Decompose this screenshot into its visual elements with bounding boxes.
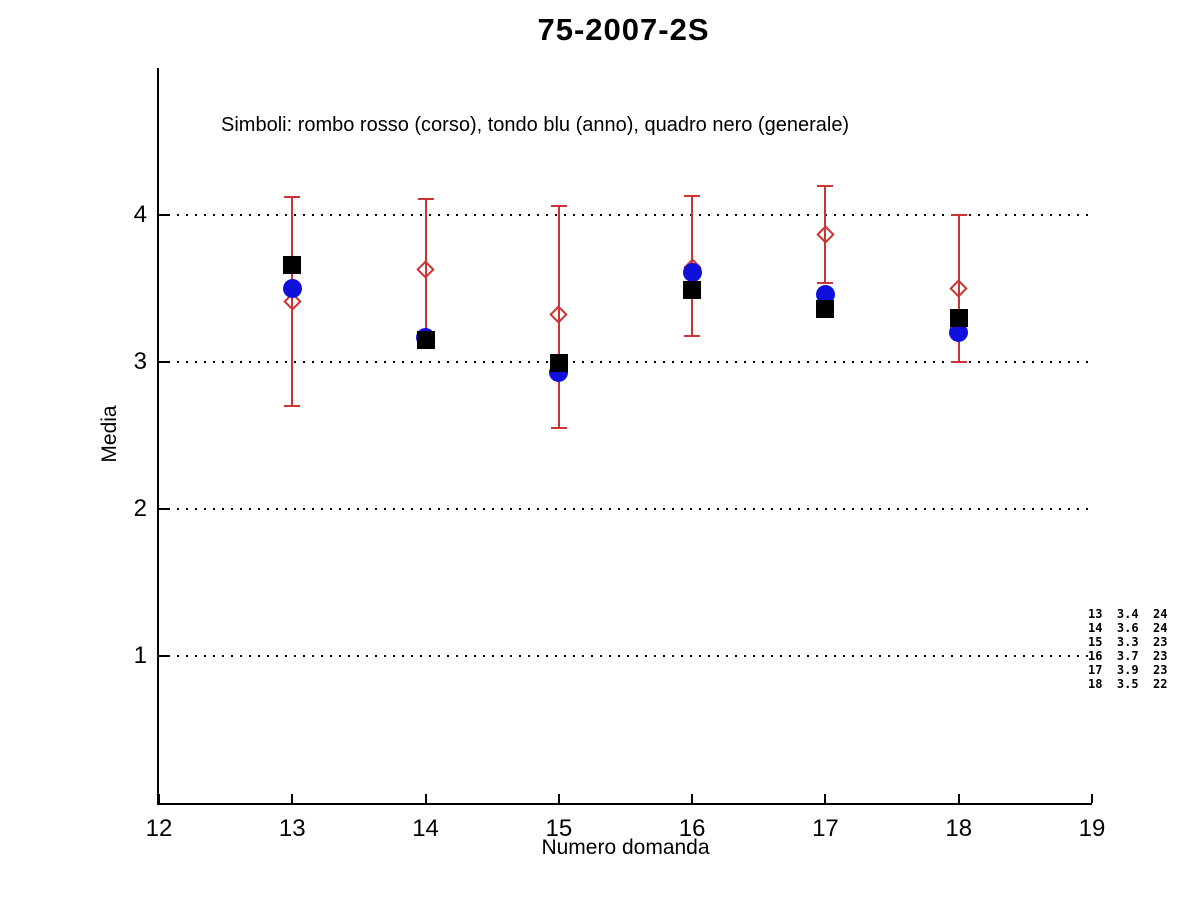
y-axis-label: Media [98, 405, 121, 463]
marker-rombo-corso [549, 305, 569, 325]
annotation-row: 13 3.4 24 [1088, 607, 1168, 621]
marker-quadro-generale [416, 330, 435, 349]
x-tick-label: 12 [145, 815, 173, 842]
x-tick-label: 19 [1078, 815, 1106, 842]
x-tick [1091, 794, 1093, 803]
x-tick-label: 13 [278, 815, 306, 842]
y-tick [159, 361, 168, 363]
marker-rombo-corso [949, 279, 968, 298]
chart-title: 75-2007-2S [537, 12, 710, 47]
plot-area: Simboli: rombo rosso (corso), tondo blu … [98, 68, 1167, 859]
x-tick-label: 16 [678, 815, 706, 842]
y-tick [159, 655, 168, 657]
y-tick-label: 4 [133, 201, 147, 228]
gridline [159, 214, 1092, 216]
annotation-row: 15 3.3 23 [1088, 635, 1168, 649]
marker-quadro-generale [283, 255, 302, 274]
gridline [159, 361, 1092, 363]
gridline [159, 508, 1092, 510]
error-bar-line [291, 197, 294, 407]
x-axis-label: Numero domanda [541, 836, 710, 859]
x-tick [424, 794, 427, 803]
marker-quadro-generale [949, 308, 968, 327]
y-tick-label: 2 [133, 495, 147, 522]
y-tick-label: 1 [133, 642, 147, 669]
x-tick [158, 794, 160, 803]
x-tick-label: 18 [945, 815, 973, 842]
x-tick [691, 794, 694, 803]
error-bar-line [824, 185, 827, 283]
y-tick [159, 508, 168, 510]
error-bar-line [957, 215, 960, 362]
x-tick [824, 794, 827, 803]
annotation-row: 18 3.5 22 [1088, 677, 1168, 691]
error-bar-cap-top [950, 214, 967, 216]
error-bar-cap-bottom [284, 405, 301, 408]
marker-quadro-generale [549, 354, 568, 373]
x-tick [291, 794, 294, 803]
x-tick [557, 794, 560, 803]
y-tick [159, 214, 168, 216]
error-bar-line [557, 206, 560, 429]
marker-tondo-anno [949, 323, 969, 343]
error-bar-cap-bottom [550, 427, 567, 430]
marker-rombo-corso [816, 224, 835, 244]
annotation-table: 13 3.4 24 14 3.6 24 15 3.3 23 16 3.7 23 17 3… [1088, 607, 1167, 691]
error-bar-cap-bottom [817, 281, 834, 284]
x-tick [957, 794, 960, 803]
error-bar-cap-bottom [950, 361, 967, 363]
error-bar-cap-top [550, 205, 567, 208]
marker-tondo-anno [815, 284, 835, 304]
y-tick-label: 3 [133, 348, 147, 375]
error-bar-cap-top [417, 197, 434, 200]
error-bar-cap-bottom [684, 334, 701, 337]
error-bar-cap-top [684, 194, 701, 197]
marker-tondo-anno [282, 279, 302, 298]
marker-quadro-generale [683, 280, 702, 299]
gridline [159, 655, 1092, 657]
annotation-row: 17 3.9 23 [1088, 663, 1168, 677]
marker-quadro-generale [816, 300, 835, 319]
annotation-row: 14 3.6 24 [1088, 621, 1168, 635]
x-tick-label: 15 [545, 815, 573, 842]
x-tick-label: 14 [412, 815, 439, 842]
error-bar-cap-top [817, 184, 834, 187]
error-bar-cap-top [284, 196, 301, 199]
x-tick-label: 17 [812, 815, 839, 842]
marker-rombo-corso [416, 260, 435, 279]
marker-tondo-anno [682, 262, 702, 282]
legend-note: Simboli: rombo rosso (corso), tondo blu … [221, 114, 850, 136]
annotation-row: 16 3.7 23 [1088, 649, 1168, 663]
error-bar-line [424, 198, 427, 340]
